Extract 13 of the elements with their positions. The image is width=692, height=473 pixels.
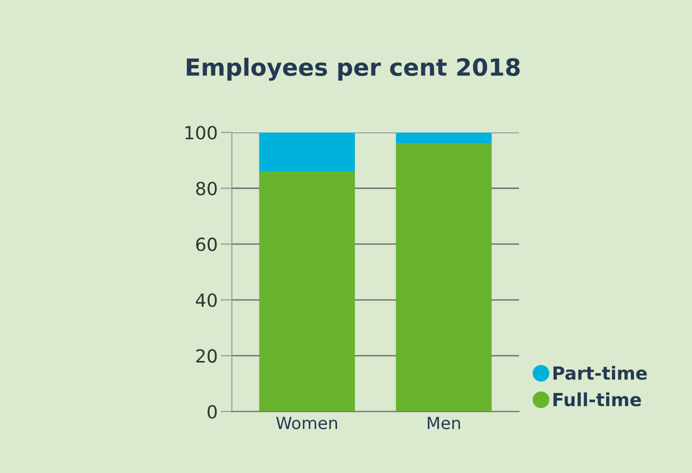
y-tick-label: 100 <box>185 126 217 140</box>
legend-label: Full-time <box>553 392 641 406</box>
y-tick-label: 80 <box>196 182 217 196</box>
chart-title: Employees per cent 2018 <box>186 58 520 81</box>
bar <box>396 132 492 144</box>
x-tick-label: Men <box>428 416 460 430</box>
x-tick-label: Women <box>276 416 337 430</box>
y-tick-label: 0 <box>208 404 217 419</box>
y-tick-label: 20 <box>196 349 217 363</box>
y-tick-label: 60 <box>196 238 217 252</box>
y-tick-label: 40 <box>196 293 217 307</box>
bar <box>259 132 355 172</box>
legend-label: Part-time <box>553 366 647 380</box>
